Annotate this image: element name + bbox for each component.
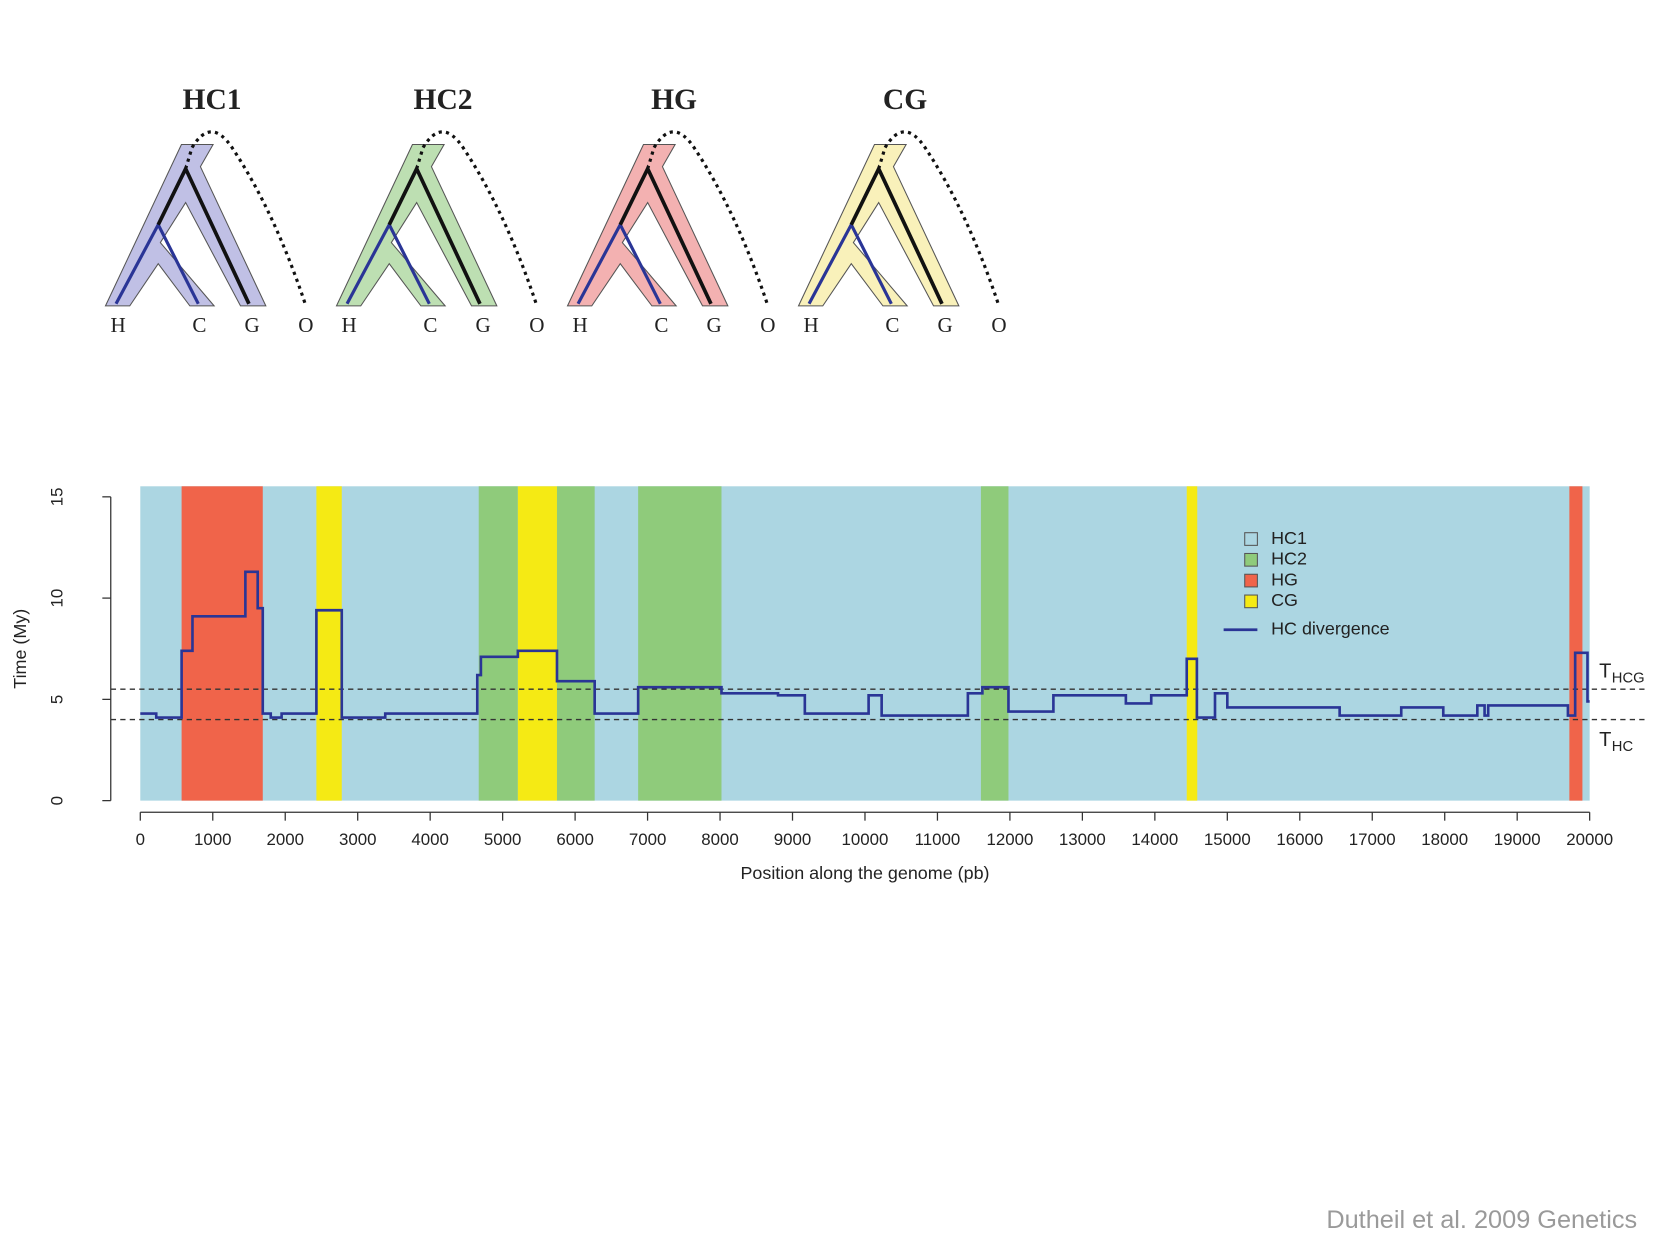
legend-label: HC divergence	[1271, 618, 1390, 638]
threshold-sub: HCG	[1612, 671, 1645, 687]
tree: HG H C G O	[566, 84, 776, 337]
y-tick-label: 15	[47, 487, 66, 506]
x-tick-label: 16000	[1276, 830, 1323, 849]
x-tick-label: 11000	[915, 830, 961, 849]
topology-segment	[478, 486, 518, 801]
footer: Dutheil et al. 2009 Genetics	[1326, 1206, 1637, 1234]
x-tick-label: 17000	[1349, 830, 1396, 849]
x-axis-label: Position along the genome (pb)	[740, 863, 989, 883]
x-tick-label: 2000	[266, 830, 304, 849]
x-tick-label: 5000	[484, 830, 522, 849]
legend-swatch	[1244, 552, 1258, 567]
background-topology	[140, 486, 1590, 801]
tree-shape	[797, 143, 960, 307]
topology-segment	[980, 486, 1009, 801]
x-tick-label: 4000	[411, 830, 449, 849]
leaf-label: O	[298, 313, 313, 337]
topology-segment	[638, 486, 722, 801]
outgroup-lineage	[184, 130, 308, 307]
divergence-line	[140, 570, 1590, 719]
y-tick-label: 5	[47, 695, 66, 704]
leaf-label: C	[885, 313, 899, 337]
leaf-label: G	[476, 313, 491, 337]
tree-title: HC1	[183, 84, 242, 116]
topology-segment	[1186, 486, 1198, 801]
tree-title: HC2	[414, 84, 473, 116]
x-tick-label: 15000	[1204, 830, 1251, 849]
leaf-label: O	[760, 313, 775, 337]
x-tick-label: 19000	[1494, 830, 1541, 849]
legend-swatch	[1244, 594, 1258, 609]
legend-label: HC1	[1271, 528, 1307, 548]
leaf-label: C	[654, 313, 668, 337]
y-tick-label: 0	[47, 796, 66, 805]
leaf-label: C	[423, 313, 437, 337]
tree: HC1 H C G O	[104, 84, 314, 337]
x-tick-label: 14000	[1131, 830, 1178, 849]
x-tick-label: 13000	[1059, 830, 1106, 849]
tree-title: CG	[883, 84, 927, 116]
y-tick-label: 10	[47, 589, 66, 608]
x-tick-label: 0	[136, 830, 145, 849]
tree-shape	[104, 143, 267, 307]
leaf-label: O	[529, 313, 544, 337]
topology-segment	[517, 486, 557, 801]
legend-label: CG	[1271, 590, 1298, 610]
threshold-label: T	[1599, 729, 1611, 751]
x-tick-label: 12000	[986, 830, 1033, 849]
x-tick-label: 8000	[701, 830, 739, 849]
x-tick-label: 18000	[1421, 830, 1468, 849]
x-tick-label: 10000	[842, 830, 889, 849]
topology-segment	[181, 486, 263, 801]
leaf-label: H	[342, 313, 357, 337]
x-tick-label: 1000	[194, 830, 232, 849]
x-tick-label: 6000	[556, 830, 594, 849]
leaf-label: H	[111, 313, 126, 337]
tree-title: HG	[651, 84, 697, 116]
legend-label: HG	[1271, 569, 1298, 589]
leaf-label: C	[192, 313, 206, 337]
leaf-label: H	[804, 313, 819, 337]
leaf-label: G	[938, 313, 953, 337]
outgroup-lineage	[646, 130, 770, 307]
x-tick-label: 7000	[629, 830, 667, 849]
legend-swatch	[1244, 573, 1258, 588]
legend-swatch	[1244, 532, 1258, 546]
leaf-label: H	[573, 313, 588, 337]
tree: HC2 H C G O	[335, 84, 545, 337]
x-tick-label: 9000	[774, 830, 812, 849]
topology-segment	[556, 486, 595, 801]
leaf-label: G	[244, 313, 259, 337]
legend-label: HC2	[1271, 549, 1307, 569]
x-tick-label: 20000	[1566, 830, 1613, 849]
x-tick-label: 3000	[339, 830, 377, 849]
tree-shape	[335, 143, 498, 307]
outgroup-lineage	[877, 130, 1001, 307]
threshold-label: T	[1599, 661, 1611, 683]
leaf-label: G	[707, 313, 722, 337]
tree: CGH C G O	[797, 84, 1007, 337]
outgroup-lineage	[415, 130, 539, 307]
tree-shape	[566, 143, 729, 307]
threshold-sub: HC	[1612, 739, 1634, 755]
leaf-label: O	[991, 313, 1006, 337]
topology-segment	[316, 486, 342, 801]
y-axis-label: Time (My)	[10, 609, 30, 689]
topology-segment	[1569, 486, 1583, 801]
